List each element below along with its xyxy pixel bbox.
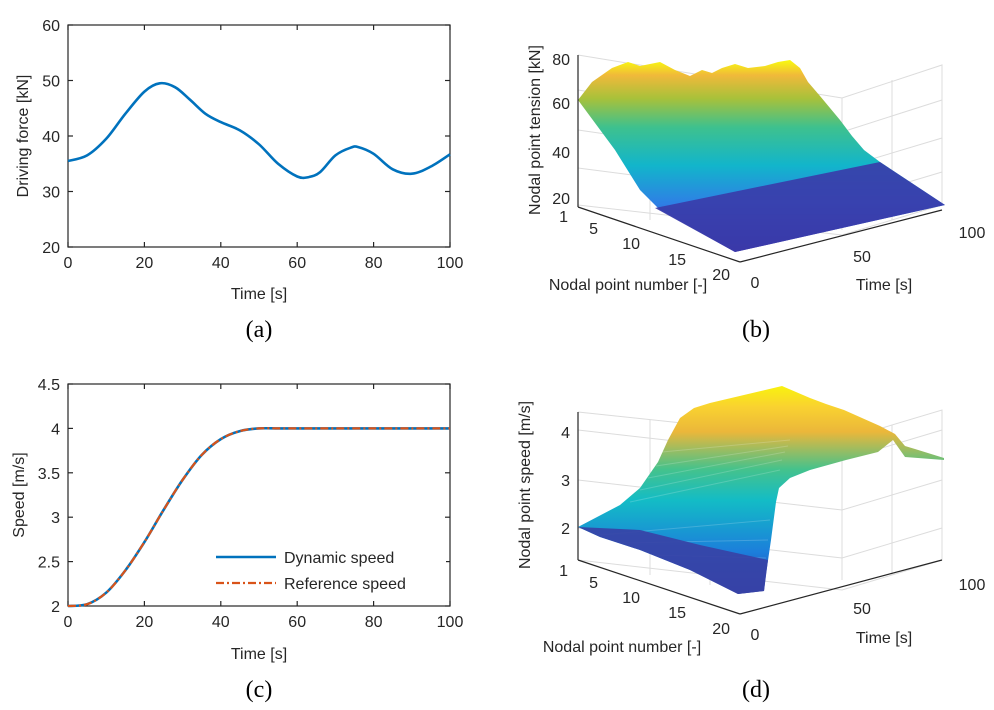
y-tick-label-b: 1 xyxy=(559,209,568,226)
legend-label-reference: Reference speed xyxy=(284,576,406,593)
x-axis-label-a: Time [s] xyxy=(231,286,287,303)
tension-surface-floor xyxy=(655,162,945,252)
x-tick-label: 20 xyxy=(136,255,154,272)
y-ticks-c: 2 2.5 3 3.5 4 4.5 xyxy=(38,377,450,616)
legend-c: Dynamic speed Reference speed xyxy=(208,543,446,599)
y-axis-line-b xyxy=(577,206,741,263)
x-tick-label: 80 xyxy=(365,614,383,631)
z-tick-label-b: 40 xyxy=(552,145,570,162)
legend-label-dynamic: Dynamic speed xyxy=(284,550,394,567)
z-tick-label-b: 60 xyxy=(552,96,570,113)
x-tick-label-d: 50 xyxy=(853,601,871,618)
y-tick-label: 60 xyxy=(42,18,60,35)
x-axis-label-c: Time [s] xyxy=(231,646,287,663)
y-axis-label-d: Nodal point number [-] xyxy=(543,639,701,656)
x-ticks-b: 0 50 100 xyxy=(751,225,986,292)
y-tick-label: 40 xyxy=(42,129,60,146)
y-tick-label: 30 xyxy=(42,185,60,202)
caption-a: (a) xyxy=(246,317,273,343)
y-tick-label: 2.5 xyxy=(38,555,60,572)
plot-frame-a xyxy=(67,24,451,248)
speed-surface-base xyxy=(578,527,768,594)
z-ticks-d: 4 3 2 xyxy=(561,425,570,538)
x-axis-label-d: Time [s] xyxy=(856,630,912,647)
y-tick-label: 4.5 xyxy=(38,377,60,394)
z-tick-label-b: 20 xyxy=(552,191,570,208)
z-tick-label-d: 2 xyxy=(561,521,570,538)
x-tick-label: 60 xyxy=(288,255,306,272)
y-tick-label: 2 xyxy=(51,599,60,616)
y-tick-label-d: 10 xyxy=(622,590,640,607)
y-axis-label-a: Driving force [kN] xyxy=(15,75,32,198)
y-tick-label: 20 xyxy=(42,240,60,257)
x-tick-label: 60 xyxy=(288,614,306,631)
x-tick-label: 100 xyxy=(437,614,464,631)
y-tick-label-d: 15 xyxy=(668,605,686,622)
y-axis-label-c: Speed [m/s] xyxy=(11,452,28,537)
z-axis-label-d: Nodal point speed [m/s] xyxy=(517,401,534,569)
y-tick-label-d: 20 xyxy=(712,621,730,638)
y-tick-label: 3 xyxy=(51,510,60,527)
x-ticks-c: 0 20 40 60 80 100 xyxy=(64,384,464,631)
caption-b: (b) xyxy=(742,317,770,343)
panel-b: 80 60 40 20 1 5 10 15 20 0 50 100 Nodal … xyxy=(527,45,985,343)
z-tick-label-d: 3 xyxy=(561,473,570,490)
y-axis-line-d xyxy=(577,559,741,615)
y-tick-label: 3.5 xyxy=(38,466,60,483)
z-ticks-b: 80 60 40 20 xyxy=(552,52,570,208)
z-tick-label-d: 4 xyxy=(561,425,570,442)
panel-c: 0 20 40 60 80 100 2 2.5 3 3.5 4 4.5 Dynamic speed … xyxy=(11,377,463,703)
panel-d: 4 3 2 1 5 10 15 20 0 50 100 Nodal point … xyxy=(517,386,985,703)
z-axis-label-b: Nodal point tension [kN] xyxy=(527,45,544,215)
reference-speed-line xyxy=(67,427,450,608)
x-tick-label-b: 0 xyxy=(751,275,760,292)
x-tick-label: 0 xyxy=(64,614,73,631)
x-tick-label-d: 0 xyxy=(751,627,760,644)
x-axis-line-d xyxy=(739,559,943,615)
x-tick-label: 20 xyxy=(136,614,154,631)
y-ticks-d: 1 5 10 15 20 xyxy=(559,563,730,638)
x-axis-line-b xyxy=(739,209,943,263)
y-tick-label-b: 10 xyxy=(622,236,640,253)
y-axis-label-b: Nodal point number [-] xyxy=(549,277,707,294)
x-ticks-a: 0 20 40 60 80 100 xyxy=(64,25,464,272)
y-tick-label-b: 5 xyxy=(589,221,598,238)
y-ticks-b: 1 5 10 15 20 xyxy=(559,209,730,284)
y-tick-label: 50 xyxy=(42,74,60,91)
caption-c: (c) xyxy=(246,677,273,703)
x-tick-label-b: 100 xyxy=(959,225,986,242)
caption-d: (d) xyxy=(742,677,770,703)
y-tick-label-b: 20 xyxy=(712,267,730,284)
z-tick-label-b: 80 xyxy=(552,52,570,69)
x-tick-label: 0 xyxy=(64,255,73,272)
x-tick-label-d: 100 xyxy=(959,577,986,594)
driving-force-line xyxy=(67,81,451,180)
y-tick-label-b: 15 xyxy=(668,252,686,269)
y-ticks-a: 20 30 40 50 60 xyxy=(42,18,450,257)
y-tick-label-d: 5 xyxy=(589,575,598,592)
x-tick-label: 100 xyxy=(437,255,464,272)
x-tick-label: 40 xyxy=(212,614,230,631)
y-tick-label-d: 1 xyxy=(559,563,568,580)
x-tick-label-b: 50 xyxy=(853,249,871,266)
x-ticks-d: 0 50 100 xyxy=(751,577,986,644)
x-tick-label: 40 xyxy=(212,255,230,272)
plot-frame-c xyxy=(67,383,451,607)
y-tick-label: 4 xyxy=(51,421,60,438)
x-tick-label: 80 xyxy=(365,255,383,272)
speed-surface-mesh xyxy=(599,439,791,559)
x-axis-label-b: Time [s] xyxy=(856,277,912,294)
